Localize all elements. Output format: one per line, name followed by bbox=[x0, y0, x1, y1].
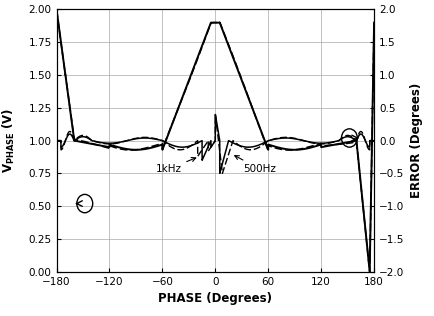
Text: 1kHz: 1kHz bbox=[155, 158, 195, 174]
Y-axis label: $\mathregular{V_{PHASE}}$ (V): $\mathregular{V_{PHASE}}$ (V) bbox=[1, 108, 17, 173]
Y-axis label: ERROR (Degrees): ERROR (Degrees) bbox=[409, 83, 422, 198]
Text: 500Hz: 500Hz bbox=[234, 155, 276, 174]
X-axis label: PHASE (Degrees): PHASE (Degrees) bbox=[158, 292, 272, 305]
